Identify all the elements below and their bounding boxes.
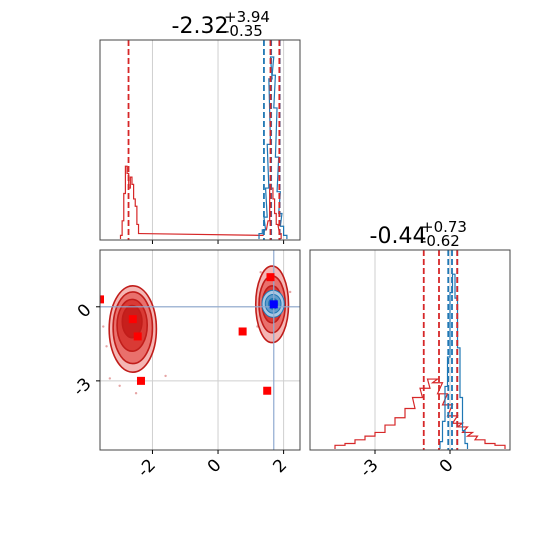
x-tick-label: 2 bbox=[269, 455, 291, 477]
sample-point bbox=[288, 290, 292, 294]
y-tick-label: -3 bbox=[69, 374, 95, 400]
title-param-1: -0.44 bbox=[370, 224, 427, 249]
x-tick-label: 0 bbox=[204, 455, 226, 477]
panel-frame bbox=[99, 39, 301, 241]
marker-red bbox=[133, 332, 142, 341]
title-param-1-lower: -0.62 bbox=[421, 232, 460, 250]
sample-point bbox=[102, 325, 105, 328]
marker-blue bbox=[269, 300, 278, 309]
sample-point bbox=[105, 345, 108, 348]
marker-red bbox=[266, 273, 275, 282]
sample-point bbox=[134, 392, 138, 395]
joint-plot-area bbox=[100, 250, 300, 450]
marker-red bbox=[100, 295, 104, 304]
histogram-panel-param-0 bbox=[99, 39, 301, 244]
histogram-blue bbox=[439, 273, 469, 449]
sample-point bbox=[164, 374, 167, 378]
panel-frame bbox=[99, 249, 301, 451]
y-tick-label: 0 bbox=[74, 300, 96, 322]
marker-red bbox=[128, 315, 137, 324]
histogram-red bbox=[334, 378, 506, 449]
panel-frame bbox=[309, 249, 511, 451]
title-param-0: -2.32 bbox=[172, 14, 229, 39]
sample-point bbox=[259, 271, 262, 274]
title-param-1-upper: +0.73 bbox=[421, 218, 467, 236]
sample-point bbox=[108, 377, 112, 380]
marker-red bbox=[263, 386, 272, 395]
histogram-red bbox=[119, 165, 282, 239]
histogram-blue bbox=[258, 56, 288, 239]
title-param-0-lower: -0.35 bbox=[224, 22, 263, 40]
title-param-0-upper: +3.94 bbox=[224, 8, 270, 26]
marker-red bbox=[136, 376, 145, 385]
histogram-panel-param-1: -3 0 bbox=[309, 249, 511, 482]
x-tick-label: -3 bbox=[356, 455, 382, 481]
sample-point bbox=[118, 384, 121, 388]
joint-panel-param-0-param-1: -2 0 2 0 -3 bbox=[69, 249, 301, 482]
marker-red bbox=[238, 327, 247, 336]
x-tick-label: -2 bbox=[134, 455, 160, 481]
x-tick-label: 0 bbox=[436, 455, 458, 477]
